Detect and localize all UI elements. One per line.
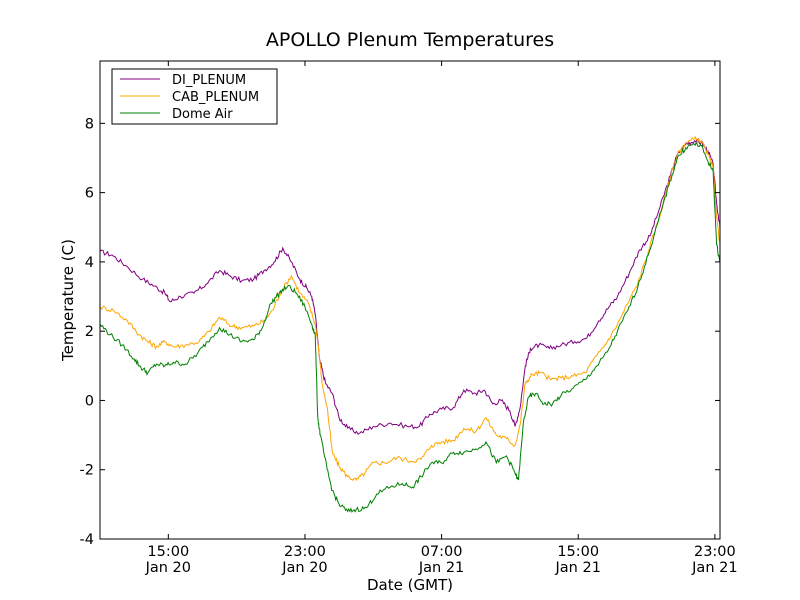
x-tick-label-time: 23:00: [284, 544, 326, 560]
x-tick-label-time: 15:00: [557, 544, 599, 560]
series-line-cab-plenum: [100, 135, 720, 482]
series-line-dome-air: [100, 141, 720, 513]
y-axis: -4 -2 0 2 4 6 8: [80, 116, 720, 548]
x-tick-label-date: Jan 20: [281, 560, 327, 576]
x-tick-label-date: Jan 20: [145, 560, 191, 576]
y-tick-label: -2: [80, 463, 94, 479]
y-tick-label: 2: [85, 324, 94, 340]
x-tick-label-date: Jan 21: [555, 560, 601, 576]
x-axis-label: Date (GMT): [367, 576, 453, 594]
x-tick-label-time: 23:00: [694, 544, 736, 560]
series-line-di-plenum: [100, 138, 720, 435]
y-tick-label: 6: [85, 186, 94, 202]
plot-area: [99, 60, 721, 540]
y-tick-label: -4: [80, 532, 94, 548]
x-tick-label-date: Jan 21: [418, 560, 464, 576]
series-layer: [100, 135, 720, 513]
legend-label: CAB_PLENUM: [172, 90, 259, 105]
y-tick-label: 8: [85, 116, 94, 132]
legend: DI_PLENUM CAB_PLENUM Dome Air: [111, 68, 278, 125]
chart-title: APOLLO Plenum Temperatures: [266, 29, 554, 51]
plot-frame: [99, 60, 721, 540]
x-tick-label-date: Jan 21: [691, 560, 737, 576]
y-axis-label: Temperature (C): [59, 239, 77, 362]
x-tick-label-time: 15:00: [147, 544, 189, 560]
y-tick-label: 4: [85, 255, 94, 271]
y-tick-label: 0: [85, 393, 94, 409]
legend-label: Dome Air: [172, 107, 233, 122]
legend-label: DI_PLENUM: [172, 73, 246, 88]
x-tick-label-time: 07:00: [421, 544, 463, 560]
